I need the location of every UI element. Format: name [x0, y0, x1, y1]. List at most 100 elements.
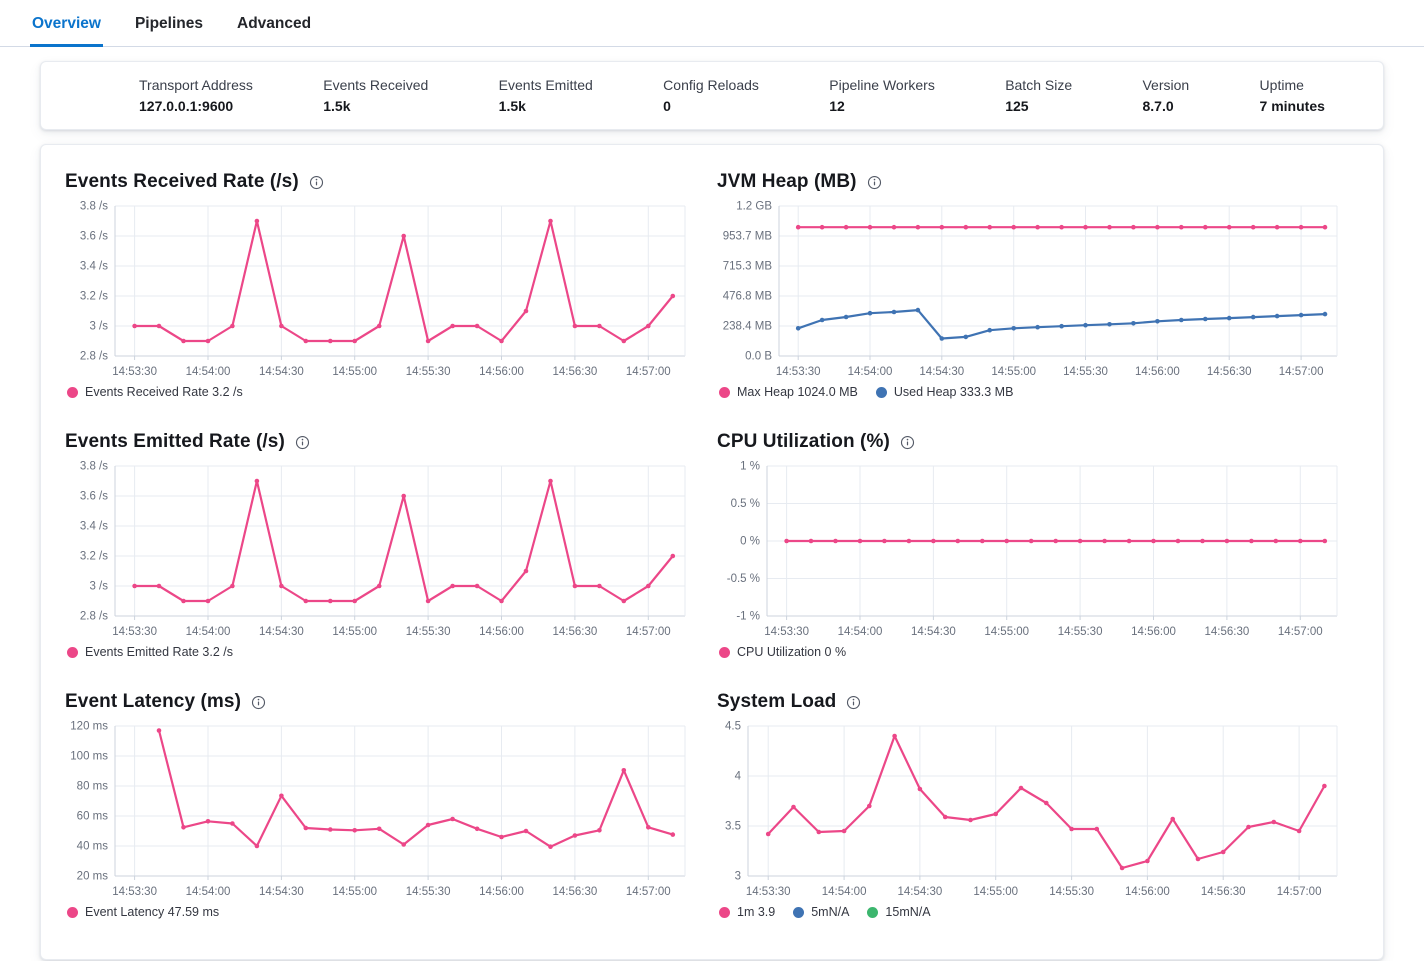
- svg-text:14:57:00: 14:57:00: [1277, 886, 1322, 898]
- tab-pipelines[interactable]: Pipelines: [134, 15, 203, 32]
- svg-text:14:56:30: 14:56:30: [553, 366, 598, 378]
- chart-title: System Load: [717, 691, 837, 712]
- svg-text:4: 4: [735, 771, 742, 783]
- events-emitted-rate-chart[interactable]: 14:53:30 14:54:00 14:54:30 14:55:00 14:55:30…: [65, 460, 687, 642]
- stat-value: 7 minutes: [1259, 98, 1325, 114]
- svg-text:14:54:30: 14:54:30: [898, 886, 943, 898]
- tab-advanced[interactable]: Advanced: [237, 15, 312, 32]
- tab-overview[interactable]: Overview: [30, 0, 103, 47]
- svg-text:14:55:00: 14:55:00: [984, 626, 1029, 638]
- stat-events-received: Events Received 1.5k: [323, 77, 428, 114]
- svg-text:14:57:00: 14:57:00: [1279, 366, 1324, 378]
- stat-value: 1.5k: [323, 98, 351, 114]
- chart-title: Events Emitted Rate (/s): [65, 431, 285, 452]
- stat-label: Events Received: [323, 77, 429, 93]
- legend-label: Events Received Rate 3.2 /s: [85, 385, 243, 399]
- legend-item[interactable]: 1m 3.9: [719, 905, 775, 919]
- stat-transport-address: Transport Address 127.0.0.1:9600: [139, 77, 253, 114]
- legend-item[interactable]: Events Emitted Rate 3.2 /s: [67, 645, 233, 659]
- svg-text:14:54:00: 14:54:00: [838, 626, 883, 638]
- stat-value: 0: [663, 98, 671, 114]
- cpu-utilization-chart[interactable]: 14:53:30 14:54:00 14:54:30 14:55:00 14:55:30…: [717, 460, 1339, 642]
- stat-value: 125: [1005, 98, 1029, 114]
- legend-color-dot: [867, 906, 879, 918]
- info-icon[interactable]: [867, 175, 882, 190]
- svg-text:14:56:00: 14:56:00: [479, 366, 524, 378]
- legend-item[interactable]: Max Heap 1024.0 MB: [719, 385, 858, 399]
- stat-uptime: Uptime 7 minutes: [1260, 77, 1325, 114]
- chart-legend: CPU Utilization 0 %: [717, 645, 1339, 659]
- svg-text:14:54:00: 14:54:00: [186, 886, 231, 898]
- svg-text:14:55:00: 14:55:00: [332, 366, 377, 378]
- stat-label: Config Reloads: [663, 77, 759, 93]
- stat-label: Transport Address: [139, 77, 253, 93]
- svg-text:14:53:30: 14:53:30: [764, 626, 809, 638]
- legend-item[interactable]: 15mN/A: [867, 905, 931, 919]
- svg-text:3.2 /s: 3.2 /s: [80, 291, 108, 303]
- legend-color-dot: [719, 386, 730, 398]
- stat-value: 127.0.0.1:9600: [139, 98, 234, 114]
- chart-title: Events Received Rate (/s): [65, 171, 299, 192]
- legend-item[interactable]: Event Latency 47.59 ms: [67, 905, 219, 919]
- svg-text:14:56:00: 14:56:00: [1125, 886, 1170, 898]
- system-load-chart[interactable]: 14:53:30 14:54:00 14:54:30 14:55:00 14:55:30…: [717, 720, 1339, 902]
- svg-text:14:55:30: 14:55:30: [1049, 886, 1094, 898]
- summary-stats-bar: Transport Address 127.0.0.1:9600 Events Re…: [40, 61, 1384, 130]
- svg-text:3.8 /s: 3.8 /s: [80, 461, 108, 473]
- svg-text:14:55:00: 14:55:00: [332, 886, 377, 898]
- svg-text:14:57:00: 14:57:00: [1278, 626, 1323, 638]
- svg-text:4.5: 4.5: [725, 721, 741, 733]
- legend-item[interactable]: Events Received Rate 3.2 /s: [67, 385, 243, 399]
- stat-value: 1.5k: [498, 98, 526, 114]
- info-icon[interactable]: [846, 695, 861, 710]
- svg-text:14:54:30: 14:54:30: [259, 366, 304, 378]
- stat-pipeline-workers: Pipeline Workers 12: [829, 77, 935, 114]
- svg-text:14:55:00: 14:55:00: [991, 366, 1036, 378]
- legend-item[interactable]: CPU Utilization 0 %: [719, 645, 846, 659]
- svg-text:14:54:30: 14:54:30: [259, 886, 304, 898]
- legend-item[interactable]: 5mN/A: [793, 905, 849, 919]
- svg-text:3.2 /s: 3.2 /s: [80, 551, 108, 563]
- info-icon[interactable]: [251, 695, 266, 710]
- legend-color-dot: [67, 646, 78, 658]
- svg-text:14:54:30: 14:54:30: [919, 366, 964, 378]
- summary-stats-row: Transport Address 127.0.0.1:9600 Events Re…: [41, 62, 1383, 129]
- svg-text:40 ms: 40 ms: [77, 841, 109, 853]
- svg-text:14:53:30: 14:53:30: [746, 886, 791, 898]
- info-icon[interactable]: [900, 435, 915, 450]
- legend-color-dot: [719, 906, 730, 918]
- svg-text:14:56:00: 14:56:00: [1131, 626, 1176, 638]
- svg-text:14:54:00: 14:54:00: [186, 626, 231, 638]
- svg-text:0.0 B: 0.0 B: [745, 351, 772, 363]
- tab-bar: Overview Pipelines Advanced: [0, 0, 1424, 47]
- svg-text:20 ms: 20 ms: [77, 871, 109, 883]
- legend-item[interactable]: Used Heap 333.3 MB: [875, 385, 1013, 399]
- chart-legend: Events Emitted Rate 3.2 /s: [65, 645, 687, 659]
- svg-text:14:53:30: 14:53:30: [112, 626, 157, 638]
- info-icon[interactable]: [309, 175, 324, 190]
- chart-events-received-rate: Events Received Rate (/s) 14:53:30 14:54:…: [65, 171, 687, 399]
- svg-text:953.7 MB: 953.7 MB: [723, 231, 773, 243]
- chart-event-latency: Event Latency (ms) 14:53:30 14:54:00 14:54…: [65, 691, 687, 919]
- svg-text:3: 3: [735, 871, 741, 883]
- info-icon[interactable]: [295, 435, 310, 450]
- stat-events-emitted: Events Emitted 1.5k: [499, 77, 593, 114]
- chart-legend: 1m 3.9 5mN/A 15mN/A: [717, 905, 1339, 919]
- events-received-rate-chart[interactable]: 14:53:30 14:54:00 14:54:30 14:55:00 14:55:30…: [65, 200, 687, 382]
- svg-text:3.6 /s: 3.6 /s: [80, 491, 108, 503]
- svg-text:14:53:30: 14:53:30: [112, 886, 157, 898]
- svg-text:3.6 /s: 3.6 /s: [80, 231, 108, 243]
- chart-title: CPU Utilization (%): [717, 431, 890, 452]
- svg-text:14:53:30: 14:53:30: [112, 366, 157, 378]
- svg-text:3.5: 3.5: [725, 821, 741, 833]
- jvm-heap-chart[interactable]: 14:53:30 14:54:00 14:54:30 14:55:00 14:55:30…: [717, 200, 1339, 382]
- stat-config-reloads: Config Reloads 0: [663, 77, 759, 114]
- chart-cpu-utilization: CPU Utilization (%) 14:53:30 14:54:00 14:5…: [717, 431, 1339, 659]
- stat-label: Events Emitted: [498, 77, 593, 93]
- svg-text:715.3 MB: 715.3 MB: [723, 261, 773, 273]
- charts-panel: Events Received Rate (/s) 14:53:30 14:54:…: [40, 144, 1384, 960]
- event-latency-chart[interactable]: 14:53:30 14:54:00 14:54:30 14:55:00 14:55:30…: [65, 720, 687, 902]
- svg-text:120 ms: 120 ms: [70, 721, 108, 733]
- stat-value: 12: [829, 98, 845, 114]
